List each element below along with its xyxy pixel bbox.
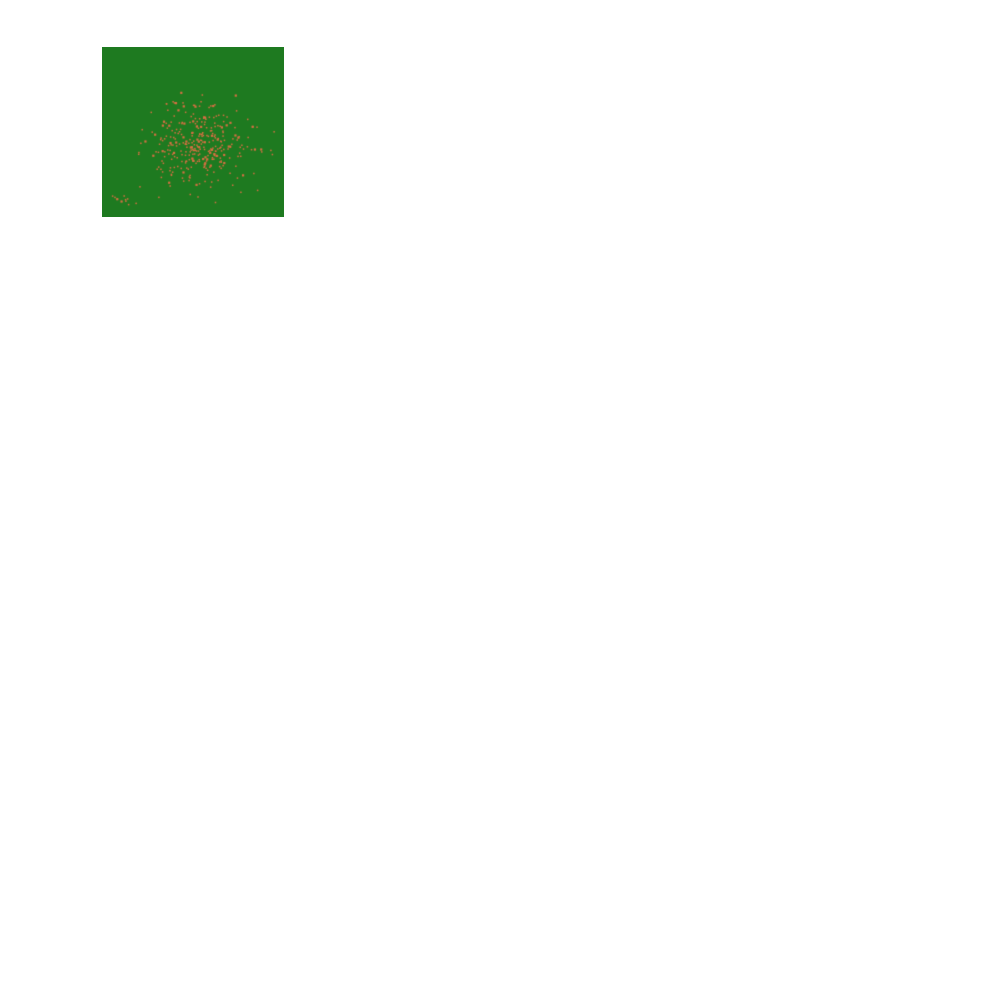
gen-0-map-canvas <box>102 47 284 217</box>
